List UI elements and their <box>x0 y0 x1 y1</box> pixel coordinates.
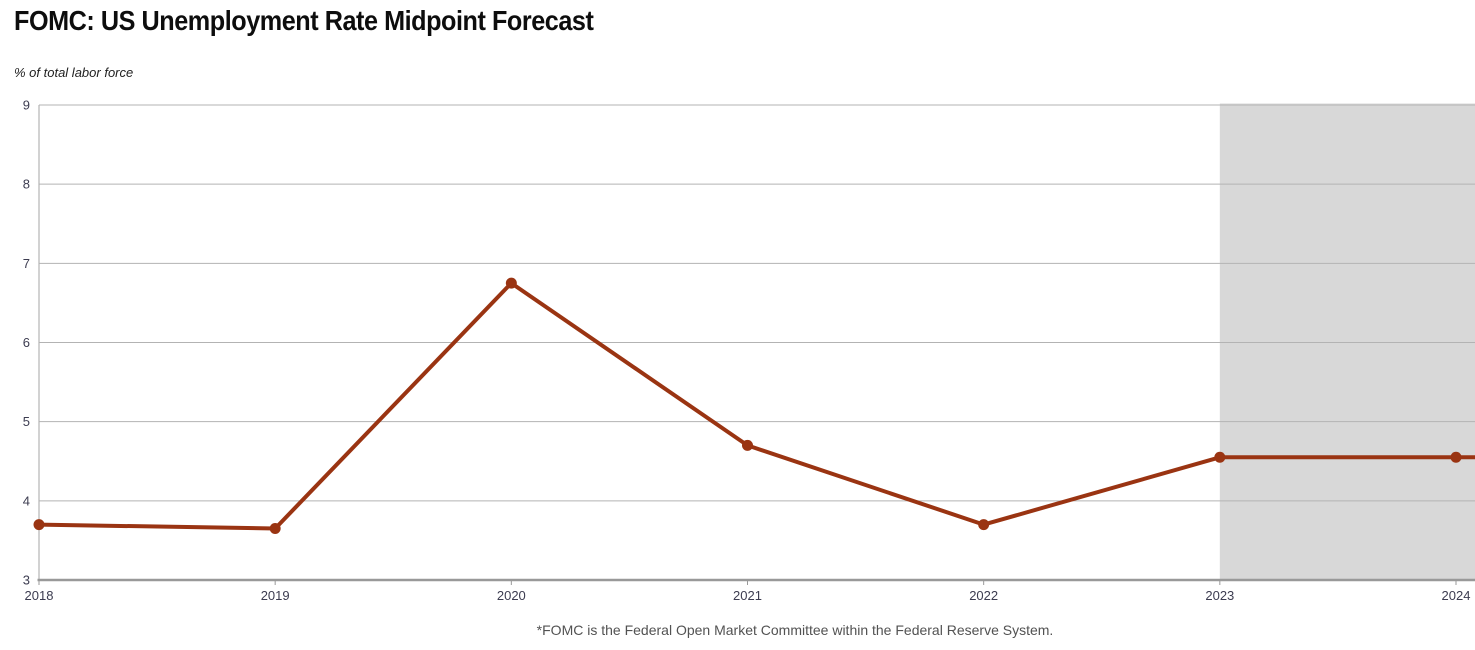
data-point-2019[interactable] <box>269 523 281 535</box>
y-tick-label-7: 7 <box>23 256 30 271</box>
y-tick-label-4: 4 <box>23 493 30 508</box>
series-line <box>37 281 1475 531</box>
data-point-2018[interactable] <box>33 519 45 531</box>
y-tick-label-3: 3 <box>23 573 30 588</box>
x-tick-label-2022: 2022 <box>969 588 998 603</box>
y-tick-label-9: 9 <box>23 98 30 113</box>
data-point-2022[interactable] <box>978 519 990 531</box>
x-tick-label-2019: 2019 <box>261 588 290 603</box>
data-point-2024[interactable] <box>1450 451 1462 463</box>
forecast-band <box>1219 103 1475 580</box>
data-point-2023[interactable] <box>1214 451 1226 463</box>
x-tick-label-2021: 2021 <box>733 588 762 603</box>
data-point-2021[interactable] <box>742 439 753 451</box>
x-tick-label-2018: 2018 <box>25 588 54 603</box>
x-tick-label-2024: 2024 <box>1442 588 1471 603</box>
y-tick-label-5: 5 <box>23 414 30 429</box>
x-tick-label-2020: 2020 <box>497 588 526 603</box>
y-tick-label-6: 6 <box>23 335 30 350</box>
y-tick-label-8: 8 <box>23 177 30 192</box>
data-point-2020[interactable] <box>505 277 517 289</box>
chart-title: FOMC: US Unemployment Rate Midpoint Fore… <box>14 5 594 36</box>
x-tick-label-2023: 2023 <box>1205 588 1234 603</box>
chart-footnote: *FOMC is the Federal Open Market Committ… <box>536 622 1054 638</box>
chart-unit-label: % of total labor force <box>14 65 134 80</box>
